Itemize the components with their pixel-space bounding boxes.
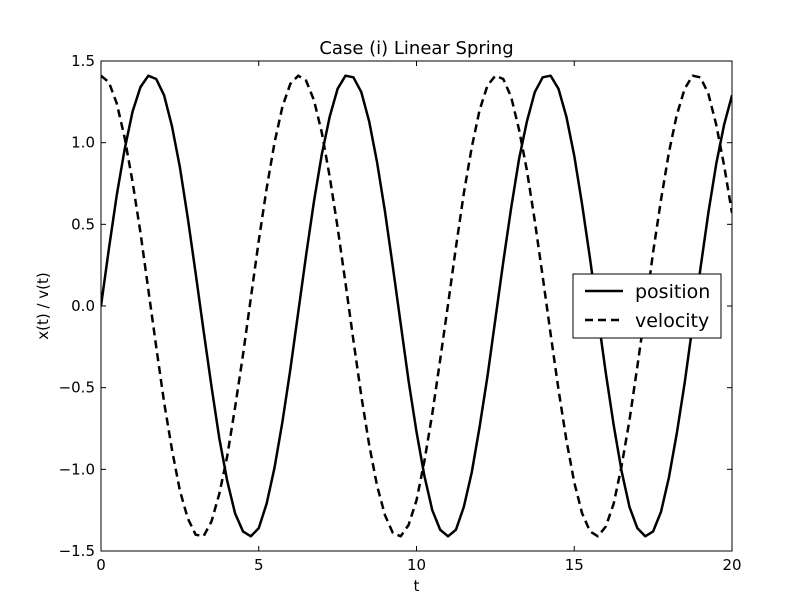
y-tick-label-0: −1.5	[59, 542, 95, 560]
x-axis-label: t	[414, 577, 420, 595]
y-tick-label-1: −1.0	[59, 460, 95, 478]
y-tick-label-6: 1.5	[71, 52, 95, 70]
y-tick-label-2: −0.5	[59, 379, 95, 397]
x-tick-label-0: 0	[96, 556, 106, 574]
legend-label-position: position	[635, 281, 710, 303]
x-tick-label-2: 10	[407, 556, 426, 574]
x-tick-label-3: 15	[565, 556, 584, 574]
x-tick-label-4: 20	[722, 556, 741, 574]
y-tick-label-5: 1.0	[71, 134, 95, 152]
legend-label-velocity: velocity	[635, 310, 709, 332]
y-tick-label-3: 0.0	[71, 297, 95, 315]
ticks-layer: 0 5 10 15 20 −1.5 −1.0 −0.5 0.0 0.5 1.0 1.5	[59, 52, 742, 574]
series-line-position	[101, 74, 732, 538]
legend: position velocity	[572, 273, 722, 339]
x-tick-label-1: 5	[254, 556, 264, 574]
legend-box	[572, 273, 722, 339]
series-layer	[101, 74, 732, 538]
y-tick-label-4: 0.5	[71, 215, 95, 233]
y-axis-label: x(t) / v(t)	[34, 272, 52, 340]
series-line-velocity	[101, 74, 732, 538]
chart-title: Case (i) Linear Spring	[319, 38, 513, 59]
